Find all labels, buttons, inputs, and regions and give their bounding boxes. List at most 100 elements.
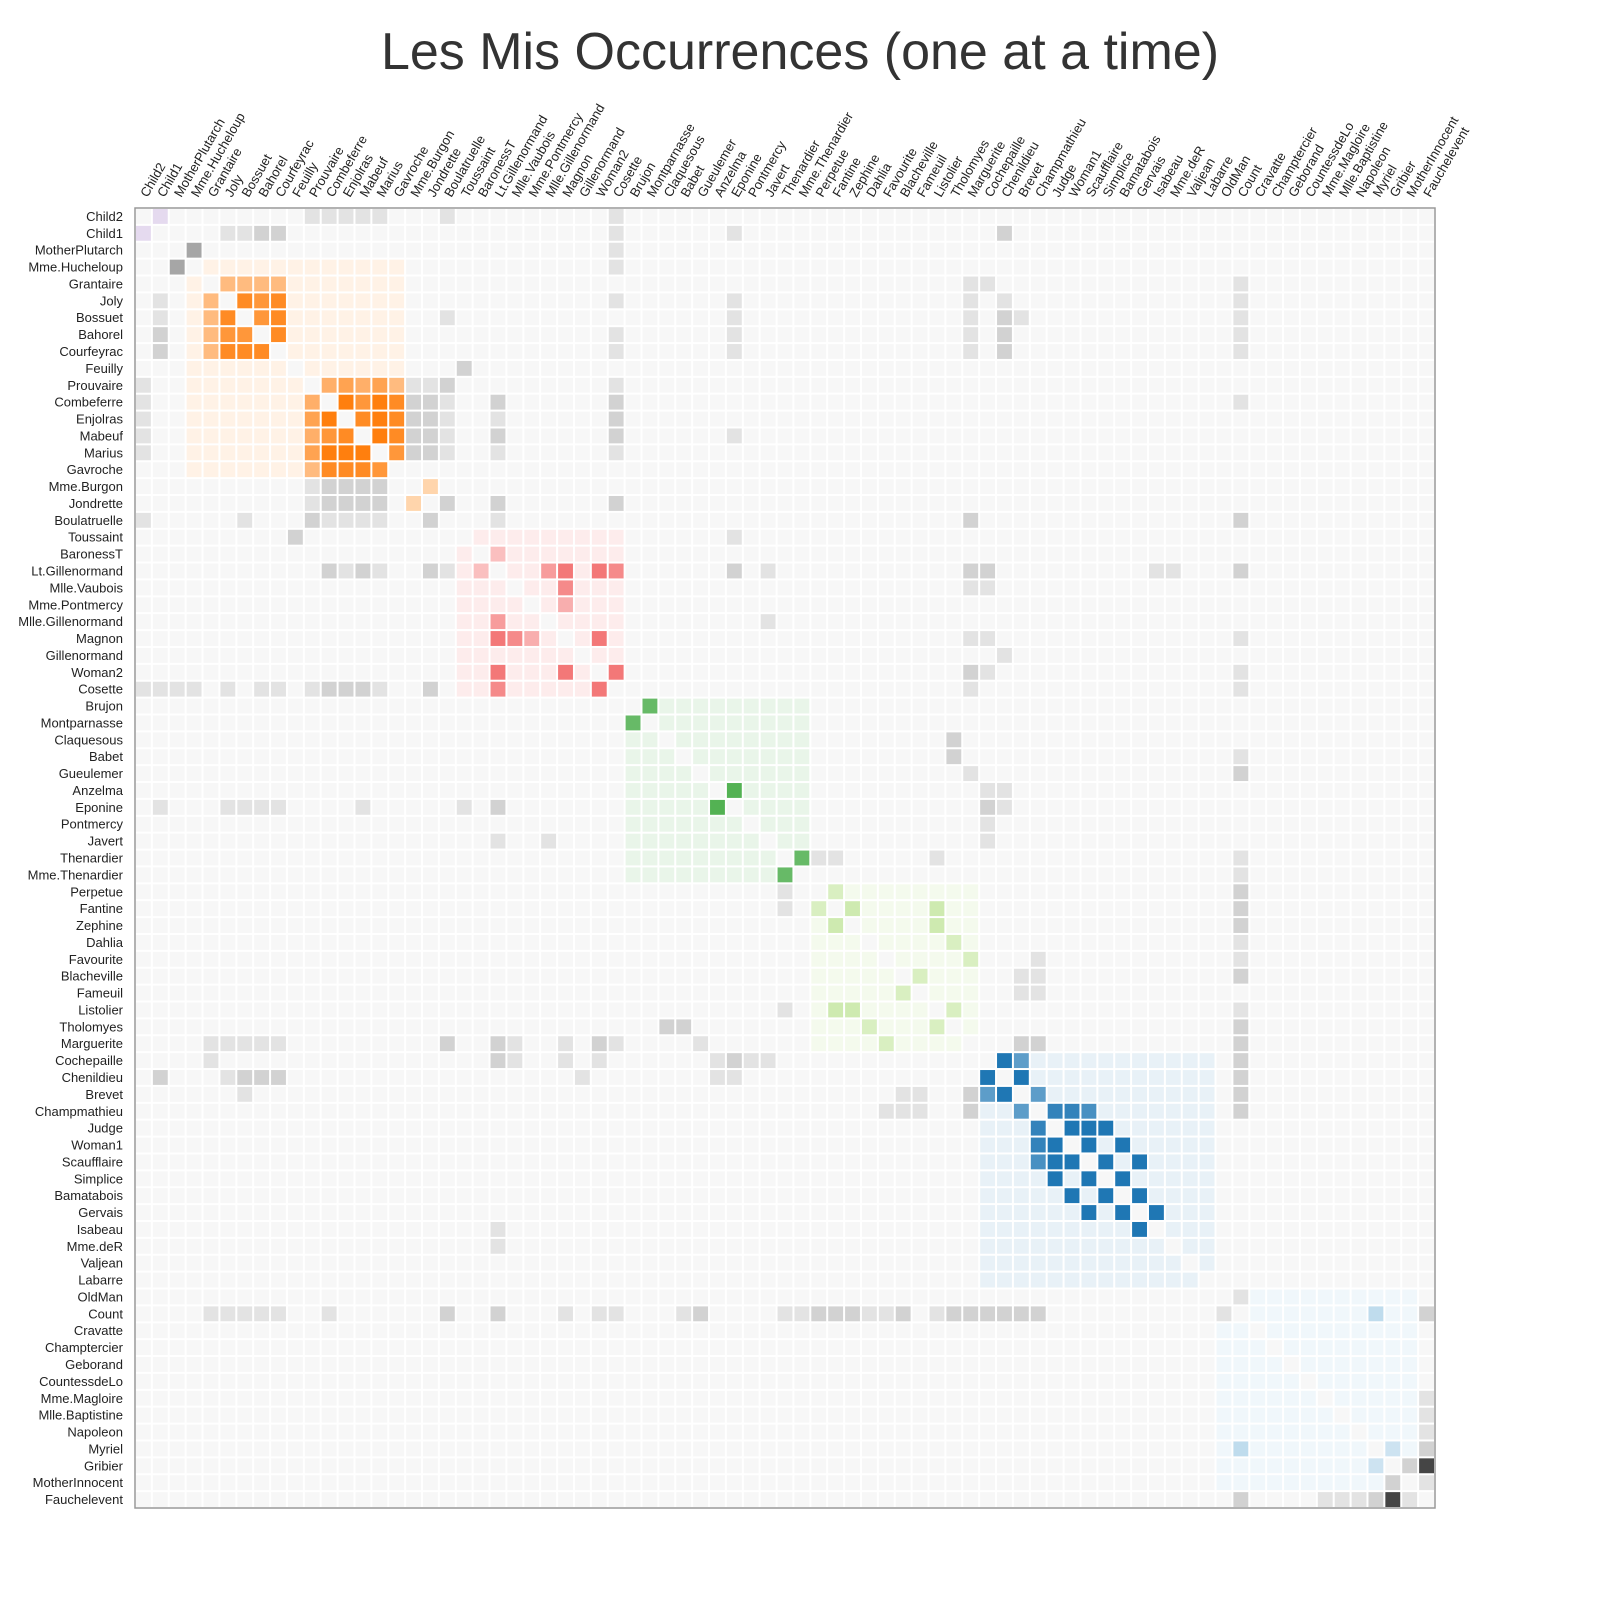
- matrix-cell: [220, 1289, 236, 1305]
- matrix-cell: [1334, 259, 1350, 275]
- matrix-cell: [338, 597, 354, 613]
- matrix-cell: [1402, 580, 1418, 596]
- matrix-cell: [372, 766, 388, 782]
- matrix-cell: [743, 766, 759, 782]
- matrix-cell: [845, 597, 860, 613]
- matrix-cell: [423, 647, 438, 663]
- matrix-cell: [1334, 411, 1350, 427]
- matrix-cell: [1047, 462, 1063, 478]
- matrix-cell: [659, 1070, 675, 1085]
- matrix-cell: [1115, 681, 1131, 697]
- matrix-cell: [1300, 1188, 1316, 1204]
- matrix-cell: [710, 293, 725, 309]
- matrix-cell: [760, 799, 776, 815]
- matrix-cell: [1250, 766, 1266, 782]
- matrix-cell: [895, 884, 911, 900]
- matrix-cell: [321, 918, 337, 933]
- matrix-cell: [1351, 428, 1367, 444]
- matrix-cell: [574, 1019, 590, 1035]
- matrix-cell: [1233, 783, 1249, 798]
- matrix-cell: [659, 749, 675, 765]
- matrix-cell: [220, 445, 236, 461]
- matrix-cell: [389, 377, 405, 393]
- matrix-cell: [1402, 614, 1418, 630]
- matrix-cell: [676, 344, 692, 359]
- matrix-cell: [710, 766, 725, 782]
- matrix-cell: [946, 766, 962, 782]
- matrix-cell: [1148, 664, 1164, 680]
- matrix-cell: [693, 496, 709, 511]
- matrix-cell: [777, 479, 793, 495]
- matrix-cell: [1165, 377, 1181, 393]
- matrix-cell: [676, 445, 692, 461]
- matrix-cell: [1317, 951, 1333, 967]
- matrix-cell: [878, 918, 894, 933]
- matrix-cell: [794, 1036, 810, 1052]
- matrix-cell: [693, 242, 709, 258]
- matrix-cell: [1165, 462, 1181, 478]
- matrix-cell: [507, 563, 523, 579]
- matrix-cell: [963, 394, 979, 410]
- matrix-cell: [237, 698, 253, 714]
- matrix-cell: [997, 512, 1012, 528]
- matrix-cell: [1030, 1255, 1046, 1271]
- matrix-cell: [271, 1238, 286, 1254]
- matrix-cell: [1233, 766, 1249, 782]
- matrix-cell: [254, 968, 270, 984]
- matrix-cell: [1402, 1205, 1418, 1220]
- matrix-cell: [456, 259, 472, 275]
- matrix-cell: [1132, 512, 1147, 528]
- matrix-cell: [861, 225, 877, 241]
- matrix-cell: [1419, 1238, 1434, 1254]
- matrix-cell: [1250, 1205, 1266, 1220]
- matrix-cell: [1368, 546, 1384, 562]
- matrix-cell: [507, 512, 523, 528]
- matrix-cell: [355, 428, 371, 444]
- matrix-cell: [186, 901, 202, 917]
- matrix-cell: [1199, 479, 1215, 495]
- matrix-cell: [845, 1036, 860, 1052]
- matrix-cell: [456, 1036, 472, 1052]
- matrix-cell: [152, 766, 168, 782]
- matrix-cell: [136, 411, 151, 427]
- matrix-cell: [439, 1137, 455, 1153]
- matrix-cell: [1013, 715, 1029, 731]
- matrix-cell: [811, 816, 827, 832]
- matrix-cell: [558, 394, 573, 410]
- matrix-cell: [878, 1272, 894, 1288]
- matrix-cell: [473, 327, 489, 343]
- matrix-cell: [507, 1205, 523, 1220]
- matrix-cell: [693, 968, 709, 984]
- matrix-cell: [169, 445, 185, 461]
- matrix-cell: [1064, 631, 1080, 646]
- matrix-cell: [321, 1019, 337, 1035]
- matrix-cell: [1064, 462, 1080, 478]
- matrix-cell: [845, 276, 860, 292]
- matrix-cell: [389, 293, 405, 309]
- matrix-cell: [845, 968, 860, 984]
- matrix-cell: [1030, 799, 1046, 815]
- matrix-cell: [861, 918, 877, 933]
- matrix-cell: [861, 529, 877, 545]
- matrix-cell: [186, 918, 202, 933]
- matrix-cell: [1419, 1019, 1434, 1035]
- matrix-cell: [642, 563, 658, 579]
- matrix-cell: [946, 293, 962, 309]
- matrix-cell: [237, 1272, 253, 1288]
- matrix-cell: [1284, 225, 1299, 241]
- matrix-cell: [625, 259, 641, 275]
- matrix-cell: [625, 496, 641, 511]
- matrix-cell: [1165, 1120, 1181, 1136]
- matrix-cell: [1013, 1289, 1029, 1305]
- matrix-cell: [1047, 360, 1063, 376]
- matrix-cell: [997, 647, 1012, 663]
- matrix-cell: [726, 1255, 742, 1271]
- matrix-cell: [1132, 1120, 1147, 1136]
- matrix-cell: [895, 901, 911, 917]
- matrix-cell: [287, 327, 303, 343]
- matrix-cell: [963, 766, 979, 782]
- matrix-cell: [304, 394, 320, 410]
- matrix-cell: [676, 1103, 692, 1119]
- matrix-cell: [1250, 496, 1266, 511]
- matrix-cell: [726, 614, 742, 630]
